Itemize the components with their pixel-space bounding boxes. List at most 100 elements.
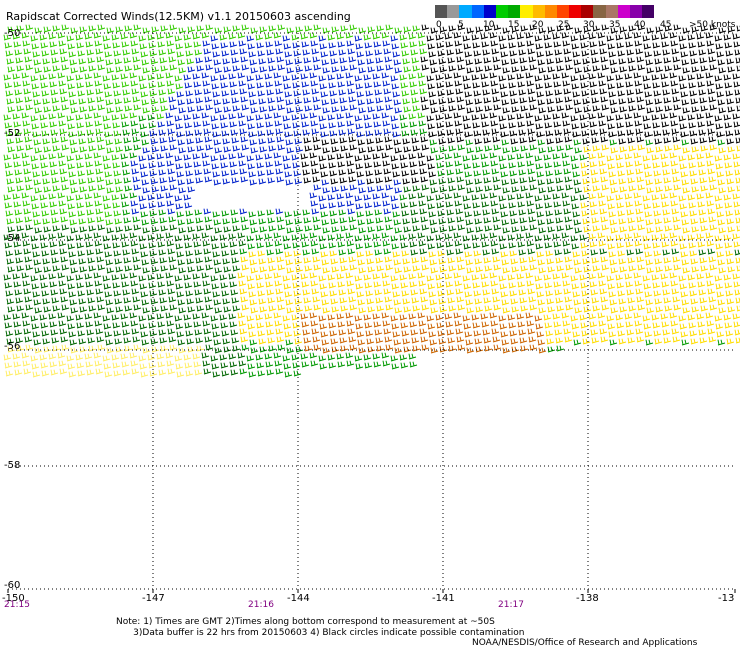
wind-barb <box>525 112 534 119</box>
wind-barb <box>525 32 534 39</box>
wind-barb <box>241 264 250 271</box>
wind-barb <box>201 152 210 159</box>
wind-barb <box>689 210 698 217</box>
wind-barb <box>346 360 355 367</box>
wind-barb <box>148 162 157 169</box>
wind-barb <box>213 59 222 66</box>
wind-barb <box>428 251 437 258</box>
wind-barb <box>294 338 303 345</box>
wind-barb <box>58 360 67 367</box>
wind-barb <box>34 27 43 34</box>
wind-barb <box>201 272 210 279</box>
wind-barb <box>655 266 664 273</box>
wind-barb <box>545 170 554 177</box>
wind-barb <box>158 329 167 336</box>
wind-barb <box>528 256 537 263</box>
wind-barb <box>355 283 364 290</box>
wind-barb <box>403 106 412 113</box>
wind-barb <box>259 346 268 353</box>
wind-barb <box>41 130 50 137</box>
wind-barb <box>708 136 717 143</box>
wind-barb <box>157 321 166 328</box>
wind-barb <box>635 248 644 255</box>
wind-barb <box>337 241 346 248</box>
wind-barb <box>13 81 22 88</box>
wind-barb <box>501 59 510 66</box>
wind-barb <box>391 203 400 210</box>
wind-barb <box>49 361 58 368</box>
wind-barb <box>447 57 456 64</box>
wind-barb <box>483 257 492 264</box>
wind-barb <box>337 41 346 48</box>
wind-barb <box>493 224 502 231</box>
wind-barb <box>321 179 330 186</box>
wind-barb <box>582 298 591 305</box>
wind-barb <box>678 195 687 202</box>
wind-barb <box>102 235 111 242</box>
wind-barb <box>114 258 123 265</box>
wind-barb <box>312 256 321 263</box>
wind-barb <box>394 107 403 114</box>
wind-barb <box>583 26 592 33</box>
wind-barb <box>696 193 705 200</box>
wind-barb <box>7 146 16 153</box>
wind-barb <box>293 90 302 97</box>
wind-barb <box>294 298 303 305</box>
wind-barb <box>426 235 435 242</box>
wind-barb <box>552 153 561 160</box>
wind-barb <box>502 227 511 234</box>
wind-barb <box>608 331 617 338</box>
wind-barb <box>535 123 544 130</box>
wind-barb <box>121 161 130 168</box>
wind-barb <box>201 72 210 79</box>
wind-barb <box>150 58 159 65</box>
wind-barb <box>240 56 249 63</box>
wind-barb <box>508 242 517 249</box>
wind-barb <box>682 307 691 314</box>
wind-barb <box>328 282 337 289</box>
wind-barb <box>696 153 705 160</box>
wind-barb <box>663 137 672 144</box>
wind-barb <box>579 154 588 161</box>
wind-barb <box>202 240 211 247</box>
wind-barb <box>248 171 257 178</box>
wind-barb <box>642 115 651 122</box>
wind-barb <box>328 42 337 49</box>
wind-barb <box>696 273 705 280</box>
wind-barb <box>619 106 628 113</box>
wind-barb <box>248 131 257 138</box>
wind-barb <box>471 314 480 321</box>
wind-barb <box>581 130 590 137</box>
wind-barb <box>637 24 646 31</box>
wind-barb <box>366 58 375 65</box>
wind-barb <box>282 355 291 362</box>
wind-barb <box>708 56 717 63</box>
wind-barb <box>645 339 654 346</box>
wind-barb <box>484 305 493 312</box>
wind-barb <box>34 107 43 114</box>
wind-barb <box>78 138 87 145</box>
wind-barb <box>367 346 376 353</box>
wind-barb <box>257 290 266 297</box>
wind-barb <box>104 91 113 98</box>
wind-barb <box>34 347 43 354</box>
wind-barb <box>105 139 114 146</box>
wind-barb <box>32 51 41 58</box>
wind-barb <box>348 96 357 103</box>
wind-barb <box>536 171 545 178</box>
wind-barb <box>597 152 606 159</box>
wind-barb <box>336 153 345 160</box>
wind-barb <box>662 49 671 56</box>
wind-barb <box>169 64 178 71</box>
wind-barb <box>230 329 239 336</box>
wind-barb <box>96 96 105 103</box>
wind-barb <box>546 258 555 265</box>
wind-barb <box>294 258 303 265</box>
wind-barb <box>102 75 111 82</box>
wind-barb <box>570 195 579 202</box>
wind-barb <box>688 122 697 129</box>
wind-barb <box>310 40 319 47</box>
wind-barb <box>304 145 313 152</box>
wind-barb <box>616 82 625 89</box>
wind-barb <box>132 136 141 143</box>
